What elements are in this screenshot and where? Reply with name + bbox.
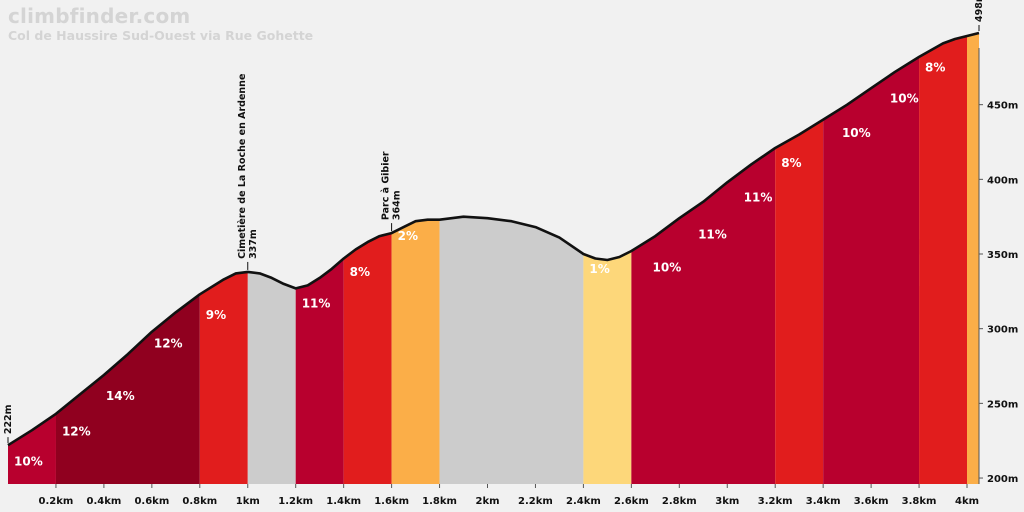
gradient-label: 11% <box>698 228 727 242</box>
gradient-label: 11% <box>744 190 773 204</box>
gradient-label: 10% <box>653 260 682 274</box>
y-tick-label: 400m <box>987 175 1018 186</box>
x-tick-label: 0.6km <box>134 496 169 507</box>
x-tick-label: 2km <box>475 496 499 507</box>
waypoint-elevation: 222m <box>3 404 14 434</box>
x-tick-label: 3.8km <box>902 496 937 507</box>
gradient-label: 12% <box>62 425 91 439</box>
gradient-segment <box>631 148 776 484</box>
gradient-label: 1% <box>589 262 609 276</box>
gradient-label: 2% <box>398 229 418 243</box>
waypoint-annotations: 222m Cimetière de La Roche en Ardenne 337m… <box>3 0 985 444</box>
x-tick-label: 3km <box>715 496 739 507</box>
y-tick-label: 200m <box>987 474 1018 485</box>
gradient-segment <box>343 233 392 484</box>
gradient-segment <box>199 271 248 484</box>
gradient-segment <box>55 294 200 484</box>
y-tick-label: 350m <box>987 250 1018 261</box>
waypoint-elevation: 337m <box>248 229 259 259</box>
x-tick-label: 0.4km <box>87 496 122 507</box>
x-tick-label: 2.8km <box>662 496 697 507</box>
gradient-segment <box>583 251 632 484</box>
waypoint-elevation: 498m <box>974 0 985 22</box>
x-tick-label: 1.2km <box>278 496 313 507</box>
waypoint-label-group: 222m <box>3 404 14 434</box>
x-tick-label: 2.2km <box>518 496 553 507</box>
waypoint-name: Parc à Gibier <box>381 151 392 220</box>
gradient-label: 12% <box>154 337 183 351</box>
gradient-segment <box>967 33 979 484</box>
gradient-label: 9% <box>206 308 226 322</box>
gradient-label: 14% <box>106 389 135 403</box>
waypoint-label-group: 498m <box>974 0 985 22</box>
y-tick-label: 250m <box>987 399 1018 410</box>
gradient-segment <box>247 271 296 484</box>
y-tick-label: 300m <box>987 325 1018 336</box>
gradient-segment <box>439 216 584 484</box>
gradient-label: 8% <box>925 60 945 74</box>
x-tick-label: 1.4km <box>326 496 361 507</box>
route-subtitle: Col de Haussire Sud-Ouest via Rue Gohett… <box>8 28 314 43</box>
waypoint-elevation: 364m <box>392 190 403 220</box>
brand-title: climbfinder.com <box>8 4 191 28</box>
gradient-label: 10% <box>842 126 871 140</box>
x-tick-label: 2.4km <box>566 496 601 507</box>
gradient-segments <box>8 33 979 485</box>
waypoint-label-group: Parc à Gibier 364m <box>381 151 403 220</box>
waypoint-label-group: Cimetière de La Roche en Ardenne 337m <box>237 74 259 259</box>
x-tick-label: 3.2km <box>758 496 793 507</box>
x-tick-label: 3.6km <box>854 496 889 507</box>
x-tick-label: 0.2km <box>39 496 74 507</box>
gradient-label: 10% <box>14 455 43 469</box>
gradient-label: 8% <box>781 156 801 170</box>
gradient-segment <box>823 56 920 485</box>
x-tick-label: 4km <box>955 496 979 507</box>
x-tick-label: 1km <box>236 496 260 507</box>
gradient-label: 11% <box>302 296 331 310</box>
x-tick-label: 1.6km <box>374 496 409 507</box>
elevation-profile-line <box>7 31 980 447</box>
gradient-segment <box>919 36 968 484</box>
gradient-labels: 10% 12% 14% 12% 9% 11% 8% 2% 1% 10% 11% 11% 8% 10% 10%… <box>14 60 945 468</box>
y-tick-label: 450m <box>987 101 1018 112</box>
waypoint-name: Cimetière de La Roche en Ardenne <box>237 74 248 259</box>
gradient-label: 8% <box>350 265 370 279</box>
x-tick-label: 2.6km <box>614 496 649 507</box>
x-axis: 0.2km 0.4km 0.6km 0.8km 1km 1.2km 1.4km 1.6km 1.… <box>39 484 979 507</box>
x-tick-label: 0.8km <box>182 496 217 507</box>
x-tick-label: 3.4km <box>806 496 841 507</box>
gradient-segment <box>295 258 344 484</box>
gradient-segment <box>775 119 824 484</box>
x-tick-label: 1.8km <box>422 496 457 507</box>
gradient-segment <box>8 413 56 484</box>
gradient-segment <box>391 219 440 484</box>
profile-line-layer <box>7 31 980 447</box>
gradient-label: 10% <box>890 92 919 106</box>
y-axis: 200m 250m 300m 350m 400m 450m <box>978 48 1018 485</box>
